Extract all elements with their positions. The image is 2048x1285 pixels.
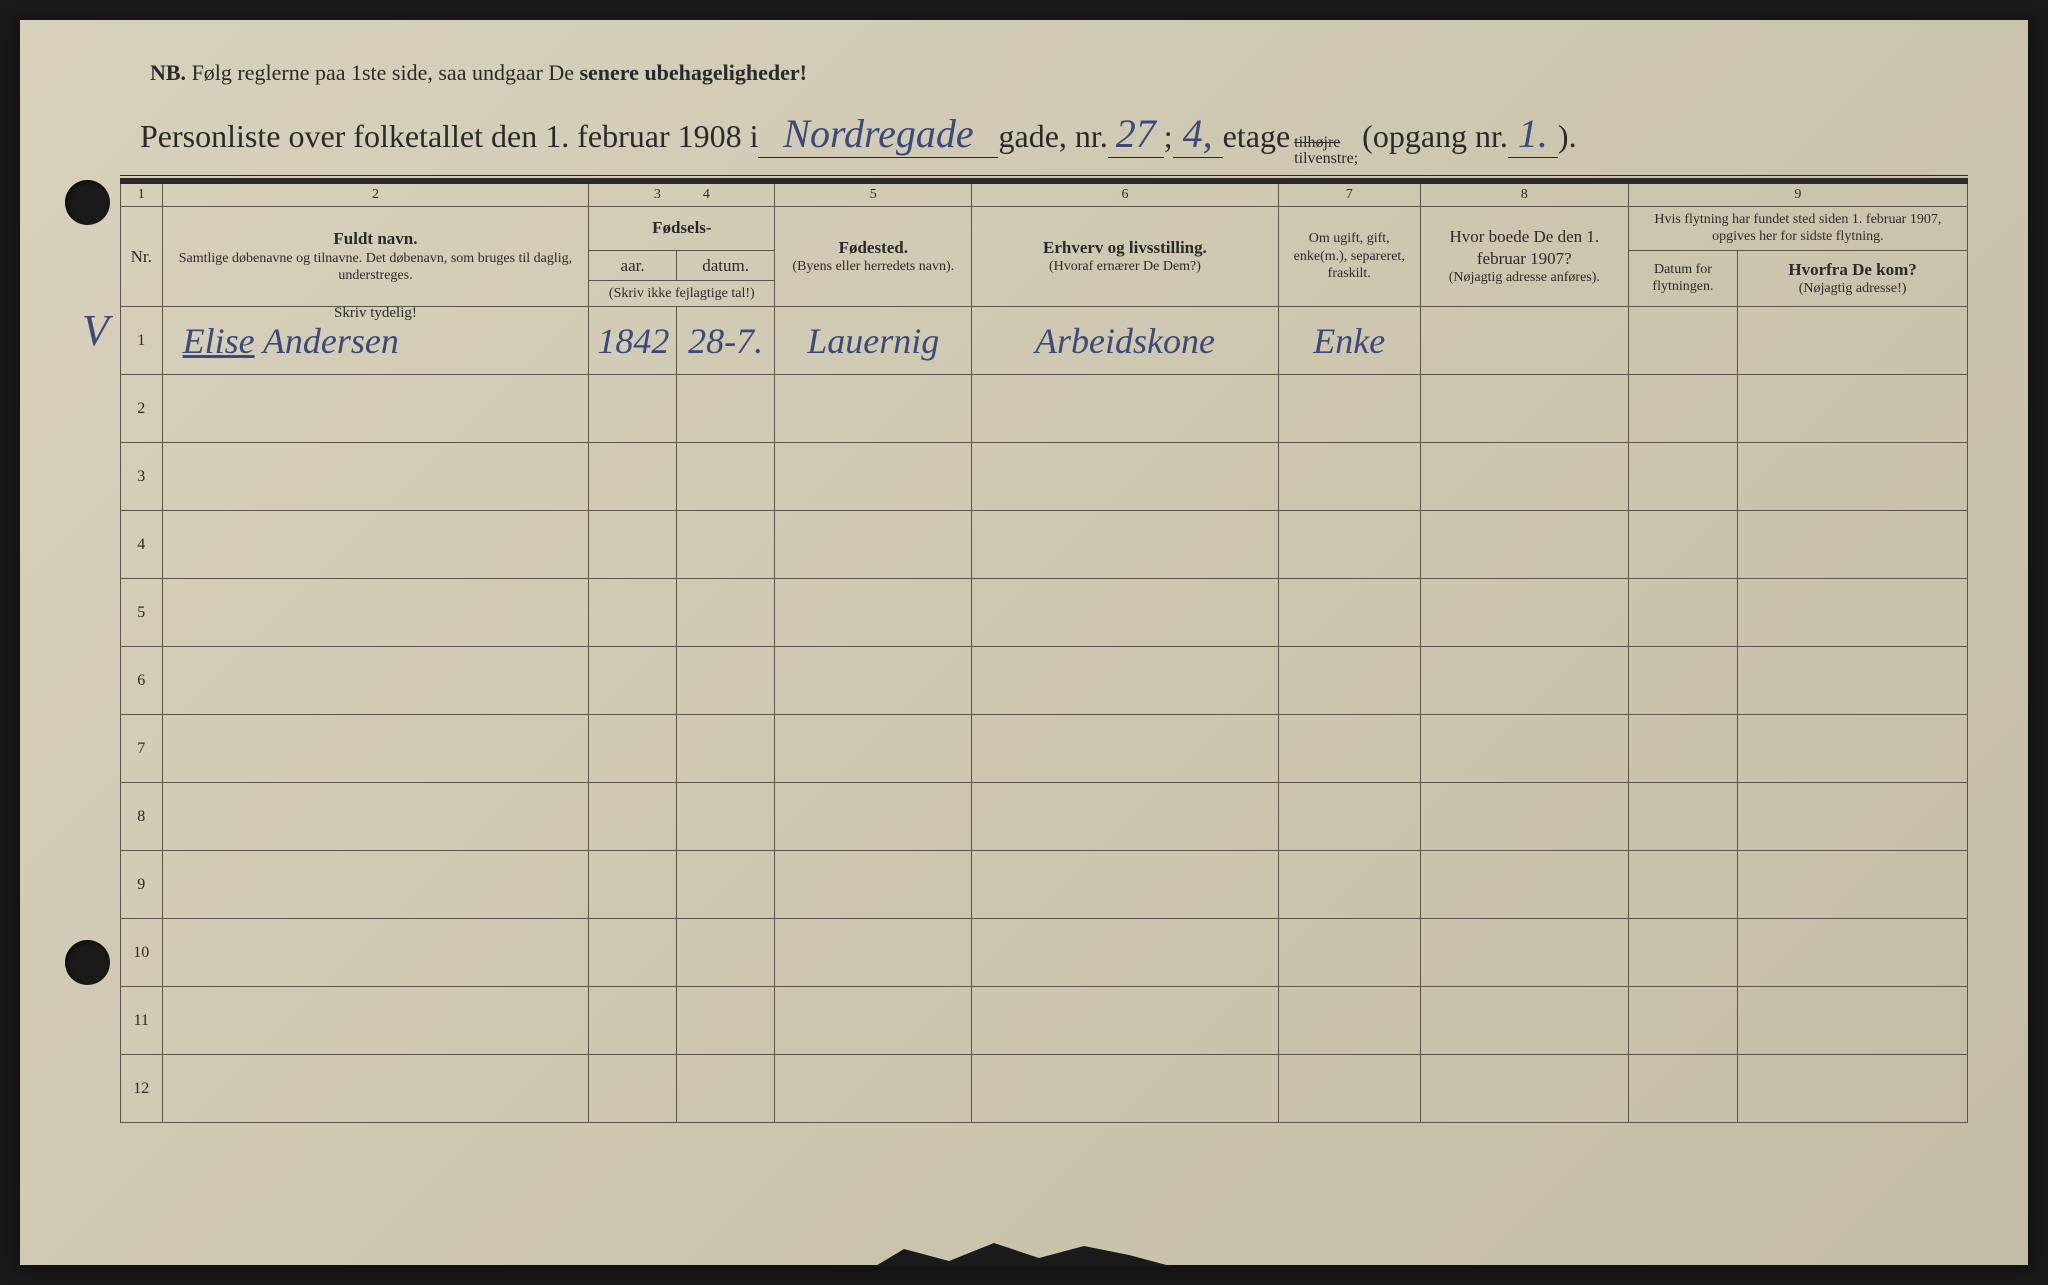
- header-occupation: Erhverv og livsstilling. (Hvoraf ernærer…: [972, 206, 1278, 307]
- cell-marital: Enke: [1278, 307, 1420, 375]
- table-row: 7: [121, 715, 1968, 783]
- name-rest: Andersen: [263, 321, 399, 361]
- colnum-1: 1: [121, 183, 163, 207]
- table-row: 8: [121, 783, 1968, 851]
- header-birthplace: Fødested. (Byens eller herredets navn).: [775, 206, 972, 307]
- row-number: 5: [121, 579, 163, 647]
- colnum-2: 2: [162, 183, 589, 207]
- nb-instruction: NB. Følg reglerne paa 1ste side, saa und…: [150, 60, 1968, 86]
- header-birth: Fødsels-: [589, 206, 775, 250]
- opgang-number: 1.: [1508, 110, 1558, 158]
- header-marital: Om ugift, gift, enke(m.), separeret, fra…: [1278, 206, 1420, 307]
- cell-prev-addr: [1420, 307, 1628, 375]
- cell-name: Skriv tydelig! Elise Andersen: [162, 307, 589, 375]
- header-move-from: Hvorfra De kom? (Nøjagtig adresse!): [1738, 250, 1968, 307]
- punch-hole-top: [65, 180, 110, 225]
- table-row: 1 Skriv tydelig! Elise Andersen 1842 28-…: [121, 307, 1968, 375]
- nb-label: NB.: [150, 60, 186, 85]
- colnum-7: 7: [1278, 183, 1420, 207]
- header-nr: Nr.: [121, 206, 163, 307]
- header-birth-date: datum.: [676, 250, 774, 280]
- header-birth-sub: (Skriv ikke fejlagtige tal!): [589, 280, 775, 307]
- table-row: 4: [121, 511, 1968, 579]
- table-row: 9: [121, 851, 1968, 919]
- closing-paren: ).: [1558, 118, 1577, 155]
- tilhojre-label: tilhøjre: [1294, 135, 1358, 151]
- header-prev-addr: Hvor boede De den 1. februar 1907? (Nøja…: [1420, 206, 1628, 307]
- header-birth-year: aar.: [589, 250, 677, 280]
- table-row: 6: [121, 647, 1968, 715]
- colnum-5: 5: [775, 183, 972, 207]
- table-row: 5: [121, 579, 1968, 647]
- row-number: 9: [121, 851, 163, 919]
- opgang-label: (opgang nr.: [1362, 118, 1508, 155]
- row-number: 1: [121, 307, 163, 375]
- title-prefix: Personliste over folketallet den 1. febr…: [140, 118, 758, 155]
- cell-birth-date: 28-7.: [676, 307, 774, 375]
- row-number: 10: [121, 919, 163, 987]
- header-move-date: Datum for flytningen.: [1628, 250, 1737, 307]
- margin-check-mark: V: [82, 305, 109, 356]
- row-number: 11: [121, 987, 163, 1055]
- table-row: 2: [121, 375, 1968, 443]
- table-row: 11: [121, 987, 1968, 1055]
- skriv-tydeligt-label: Skriv tydelig!: [334, 305, 417, 322]
- table-row: 3: [121, 443, 1968, 511]
- colnum-3-4: 3 4: [589, 183, 775, 207]
- row-number: 7: [121, 715, 163, 783]
- torn-edge: [874, 1237, 1174, 1267]
- title-line: Personliste over folketallet den 1. febr…: [140, 110, 1968, 167]
- sep1: ;: [1164, 118, 1173, 155]
- punch-hole-bottom: [65, 940, 110, 985]
- census-table: 1 2 3 4 5 6 7 8 9 Nr. Fuldt navn. Samtli…: [120, 181, 1968, 1123]
- cell-occupation: Arbeidskone: [972, 307, 1278, 375]
- colnum-6: 6: [972, 183, 1278, 207]
- colnum-8: 8: [1420, 183, 1628, 207]
- cell-move-from: [1738, 307, 1968, 375]
- table-row: 12: [121, 1055, 1968, 1123]
- table-header: 1 2 3 4 5 6 7 8 9 Nr. Fuldt navn. Samtli…: [121, 183, 1968, 307]
- header-move-title: Hvis flytning har fundet sted siden 1. f…: [1628, 206, 1967, 250]
- cell-move-date: [1628, 307, 1737, 375]
- table-body: 1 Skriv tydelig! Elise Andersen 1842 28-…: [121, 307, 1968, 1123]
- street-number: 27: [1108, 110, 1164, 158]
- name-underlined: Elise: [183, 321, 255, 361]
- row-number: 2: [121, 375, 163, 443]
- row-number: 4: [121, 511, 163, 579]
- row-number: 12: [121, 1055, 163, 1123]
- row-number: 8: [121, 783, 163, 851]
- nb-text-1: Følg reglerne paa 1ste side, saa undgaar…: [192, 60, 574, 85]
- street-name-handwritten: Nordregade: [758, 110, 998, 158]
- gade-label: gade, nr.: [998, 118, 1107, 155]
- census-document: V NB. Følg reglerne paa 1ste side, saa u…: [20, 20, 2028, 1265]
- nb-text-2: senere ubehageligheder!: [579, 60, 807, 85]
- side-options: tilhøjre tilvenstre;: [1294, 135, 1358, 167]
- row-number: 6: [121, 647, 163, 715]
- header-row-1: Nr. Fuldt navn. Samtlige døbenavne og ti…: [121, 206, 1968, 250]
- cell-empty: [162, 375, 589, 443]
- row-number: 3: [121, 443, 163, 511]
- cell-birthplace: Lauernig: [775, 307, 972, 375]
- header-name: Fuldt navn. Samtlige døbenavne og tilnav…: [162, 206, 589, 307]
- column-number-row: 1 2 3 4 5 6 7 8 9: [121, 183, 1968, 207]
- table-row: 10: [121, 919, 1968, 987]
- floor-number: 4,: [1173, 110, 1223, 158]
- tilvenstre-label: tilvenstre;: [1294, 151, 1358, 167]
- colnum-9: 9: [1628, 183, 1967, 207]
- cell-birth-year: 1842: [589, 307, 677, 375]
- etage-label: etage: [1223, 118, 1291, 155]
